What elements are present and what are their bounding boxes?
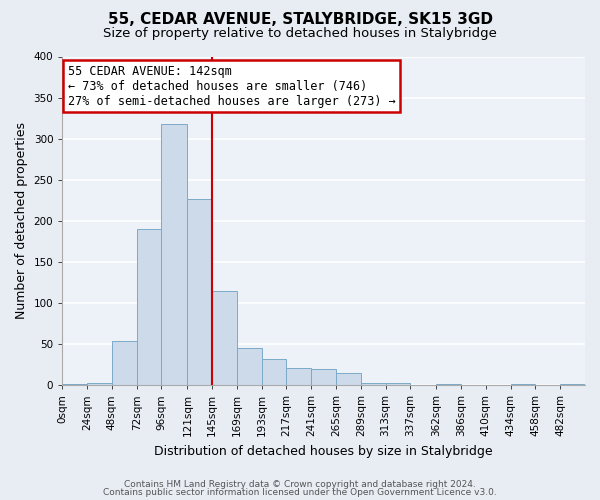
Bar <box>87 384 112 385</box>
Bar <box>436 384 461 385</box>
Bar <box>187 200 212 385</box>
Text: Contains HM Land Registry data © Crown copyright and database right 2024.: Contains HM Land Registry data © Crown c… <box>124 480 476 489</box>
Bar <box>161 124 187 385</box>
Bar <box>311 368 336 385</box>
Bar <box>386 384 410 385</box>
Bar <box>262 358 286 385</box>
Bar <box>286 368 311 385</box>
Bar <box>212 292 237 385</box>
Bar <box>361 384 386 385</box>
Bar <box>511 384 535 385</box>
Text: Contains public sector information licensed under the Open Government Licence v3: Contains public sector information licen… <box>103 488 497 497</box>
Text: 55 CEDAR AVENUE: 142sqm
← 73% of detached houses are smaller (746)
27% of semi-d: 55 CEDAR AVENUE: 142sqm ← 73% of detache… <box>68 64 395 108</box>
Y-axis label: Number of detached properties: Number of detached properties <box>15 122 28 320</box>
X-axis label: Distribution of detached houses by size in Stalybridge: Distribution of detached houses by size … <box>154 444 493 458</box>
Bar <box>336 372 361 385</box>
Bar <box>112 342 137 385</box>
Text: Size of property relative to detached houses in Stalybridge: Size of property relative to detached ho… <box>103 28 497 40</box>
Bar <box>560 384 585 385</box>
Bar <box>237 348 262 385</box>
Bar <box>62 384 87 385</box>
Text: 55, CEDAR AVENUE, STALYBRIDGE, SK15 3GD: 55, CEDAR AVENUE, STALYBRIDGE, SK15 3GD <box>107 12 493 28</box>
Bar <box>137 229 161 385</box>
